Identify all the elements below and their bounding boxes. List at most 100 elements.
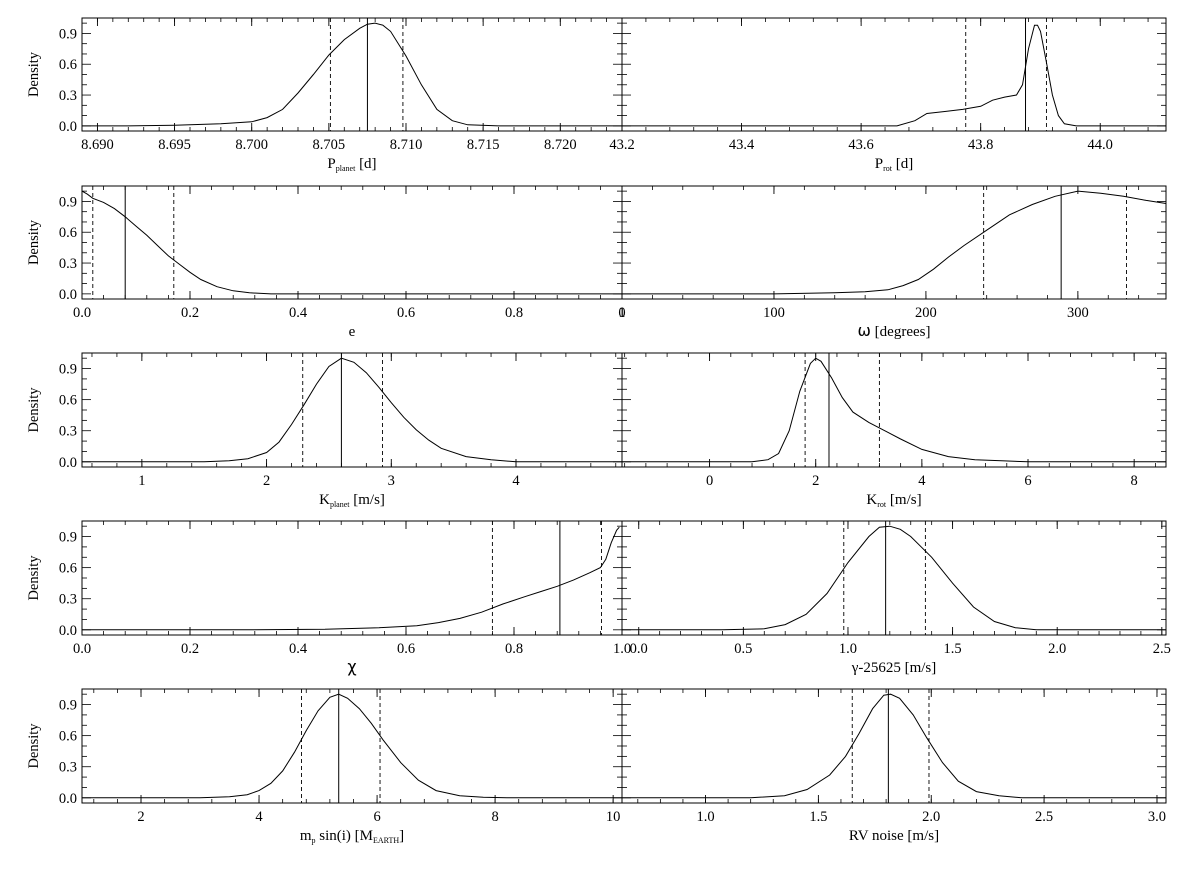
x-axis-label-unit: [m/s]: [886, 492, 921, 508]
x-tick-label: 8.700: [235, 137, 268, 153]
plot-frame: [621, 352, 1167, 468]
plot-frame: [621, 185, 1167, 300]
y-tick-label: 0.6: [59, 225, 77, 241]
y-tick-label: 0.6: [59, 561, 77, 577]
x-axis-label-unit: [m/s]: [901, 660, 936, 676]
x-tick-label: 43.8: [968, 137, 993, 153]
x-tick-label: 0.8: [505, 641, 523, 657]
x-axis-label: Kplanet [m/s]: [319, 492, 385, 509]
y-tick-label: 0.3: [59, 256, 77, 272]
y-tick-label: 0.9: [59, 698, 77, 714]
x-axis-label: χ: [347, 657, 356, 676]
x-tick-label: 8.710: [390, 137, 423, 153]
x-axis-label-unit: [m/s]: [349, 492, 384, 508]
density-curve: [622, 190, 1167, 295]
x-axis-label-unit: [degrees]: [871, 324, 931, 340]
x-axis-label-subscript: rot: [877, 500, 887, 509]
x-tick-label: 8.720: [544, 137, 577, 153]
x-tick-label: 100: [763, 305, 785, 321]
x-tick-label: 2: [812, 473, 819, 489]
panel-row-1-right: 43.2 43.4 43.6 43.8 44.0 Prot [d]: [609, 17, 1167, 173]
x-tick-label: 0.0: [73, 641, 91, 657]
x-tick-label: 8.705: [313, 137, 346, 153]
x-axis-label: ω [degrees]: [858, 321, 931, 340]
y-tick-label: 0.0: [59, 623, 77, 639]
x-tick-label: 300: [1067, 305, 1089, 321]
x-tick-label: 2.0: [1048, 641, 1066, 657]
y-tick-label: 0.0: [59, 287, 77, 303]
y-tick-label: 0.0: [59, 791, 77, 807]
x-tick-label: 3: [388, 473, 395, 489]
x-axis-label-main: ω: [858, 321, 871, 340]
plot-frame: [621, 17, 1167, 132]
x-tick-label: 0.2: [181, 305, 199, 321]
x-tick-label: 0: [618, 305, 625, 321]
x-axis-label-main: K: [866, 492, 877, 508]
x-tick-label: 10: [606, 809, 621, 825]
x-axis-label-main: P: [327, 156, 335, 172]
x-axis-label: e: [349, 324, 356, 340]
x-axis-label-unit-end: ]: [399, 828, 404, 844]
y-tick-label: 0.6: [59, 57, 77, 73]
x-axis-label-unit: sin(i) [M: [315, 828, 373, 844]
x-tick-label: 200: [915, 305, 937, 321]
x-axis-label-main: χ: [347, 657, 356, 676]
x-tick-label: 3.0: [1148, 809, 1166, 825]
x-tick-label: 6: [1024, 473, 1031, 489]
x-tick-label: 4: [918, 473, 926, 489]
x-tick-label: 1: [618, 305, 625, 321]
density-curve: [82, 526, 620, 631]
plot-frame: [81, 688, 623, 804]
panel-row-2-left: 0.0 0.2 0.4 0.6 0.8 1 0.0 0.3 0.6 0.9 Density e: [26, 185, 626, 340]
y-axis-label: Density: [26, 387, 42, 433]
x-axis-label-main: P: [875, 156, 883, 172]
x-tick-label: 0.2: [181, 641, 199, 657]
x-tick-label: 1.0: [839, 641, 857, 657]
x-axis-label: Prot [d]: [875, 156, 913, 173]
x-tick-label: 2.5: [1035, 809, 1053, 825]
y-tick-label: 0.9: [59, 194, 77, 210]
y-tick-label: 0.3: [59, 592, 77, 608]
x-tick-label: 1.5: [944, 641, 962, 657]
x-axis-label-subscript: planet: [336, 164, 356, 173]
x-axis-label-unit: [d]: [355, 156, 376, 172]
panel-row-4-left: 0.0 0.2 0.4 0.6 0.8 1.0 0.0 0.3 0.6 0.9 Density χ: [26, 520, 631, 676]
density-curve: [622, 357, 1166, 463]
x-tick-label: 43.2: [609, 137, 634, 153]
x-tick-label: 6: [373, 809, 380, 825]
y-axis-label: Density: [26, 219, 42, 265]
x-tick-label: 0.0: [630, 641, 648, 657]
x-axis-label: Pplanet [d]: [327, 156, 376, 173]
x-tick-label: 8: [1131, 473, 1138, 489]
x-tick-label: 8.715: [467, 137, 500, 153]
x-tick-label: 0.5: [734, 641, 752, 657]
x-tick-label: 0.6: [397, 305, 415, 321]
x-axis-label-main: RV noise: [849, 828, 904, 844]
x-tick-label: 2: [263, 473, 270, 489]
x-tick-label: 0.8: [505, 305, 523, 321]
x-tick-label: 8: [491, 809, 498, 825]
y-axis-label: Density: [26, 723, 42, 769]
x-tick-label: 8.695: [158, 137, 191, 153]
y-tick-label: 0.0: [59, 455, 77, 471]
x-tick-label: 4: [512, 473, 520, 489]
x-tick-label: 44.0: [1088, 137, 1113, 153]
y-tick-label: 0.3: [59, 424, 77, 440]
y-tick-label: 0.0: [59, 119, 77, 135]
y-axis-label: Density: [26, 555, 42, 601]
x-axis-label: Krot [m/s]: [866, 492, 921, 509]
y-tick-label: 0.3: [59, 760, 77, 776]
density-curve: [82, 22, 622, 127]
density-curve: [622, 525, 1166, 631]
density-curve: [81, 190, 622, 295]
plot-frame: [81, 352, 623, 468]
y-tick-label: 0.3: [59, 88, 77, 104]
x-tick-label: 2.0: [922, 809, 940, 825]
x-tick-label: 2.5: [1153, 641, 1171, 657]
plot-frame: [621, 520, 1167, 636]
x-tick-label: 1.0: [613, 641, 631, 657]
x-axis-label-main: γ-25625: [851, 660, 901, 676]
x-axis-label-subscript: p: [311, 836, 315, 845]
panel-row-5-right: 1.0 1.5 2.0 2.5 3.0 RV noise [m/s]: [621, 688, 1167, 844]
